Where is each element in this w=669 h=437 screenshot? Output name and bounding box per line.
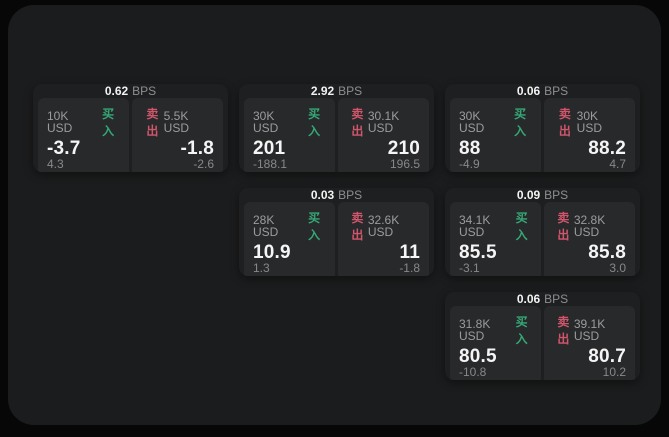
sell-price: 11 <box>399 242 420 263</box>
sell-amount: 30.1K USD <box>367 109 400 135</box>
quote-body: 30K USD 买入 201 -188.1 卖出 30.1K USD 210 1… <box>239 98 434 172</box>
buy-button[interactable]: 买入 <box>511 313 532 347</box>
buy-sub-value: -4.9 <box>459 157 480 171</box>
buy-price: -3.7 <box>47 138 81 159</box>
spread-value: 2.92 <box>310 84 335 98</box>
buy-quote-tile[interactable]: 30K USD 买入 201 -188.1 <box>244 98 335 172</box>
buy-quote-tile[interactable]: 28K USD 买入 10.9 1.3 <box>244 202 335 276</box>
buy-sub-value: -3.1 <box>459 261 480 275</box>
buy-button[interactable]: 买入 <box>508 105 532 139</box>
buy-button[interactable]: 买入 <box>511 209 532 243</box>
sell-button[interactable]: 卖出 <box>347 209 368 243</box>
sell-button[interactable]: 卖出 <box>553 105 577 139</box>
quote-card: 0.09 BPS 34.1K USD 买入 85.5 -3.1 卖出 32.8K… <box>445 188 640 276</box>
buy-quote-tile[interactable]: 34.1K USD 买入 85.5 -3.1 <box>450 202 541 276</box>
quote-body: 31.8K USD 买入 80.5 -10.8 卖出 39.1K USD 80.… <box>445 306 640 380</box>
sell-sub-value: 10.2 <box>602 365 626 379</box>
spread-unit: BPS <box>338 84 363 98</box>
spread-unit: BPS <box>338 188 363 202</box>
buy-sub-value: -10.8 <box>459 365 487 379</box>
sell-sub-value: 196.5 <box>389 157 420 171</box>
buy-button[interactable]: 买入 <box>96 105 120 139</box>
buy-quote-tile[interactable]: 31.8K USD 买入 80.5 -10.8 <box>450 306 541 380</box>
quote-card: 0.06 BPS 31.8K USD 买入 80.5 -10.8 卖出 39.1… <box>445 292 640 380</box>
spread-unit: BPS <box>544 292 569 306</box>
spread-header: 2.92 BPS <box>239 84 434 98</box>
spread-header: 0.06 BPS <box>445 292 640 306</box>
buy-amount: 31.8K USD <box>459 317 491 343</box>
buy-price: 10.9 <box>253 242 291 263</box>
buy-amount: 10K USD <box>47 109 73 135</box>
sell-amount: 39.1K USD <box>573 317 606 343</box>
buy-amount: 30K USD <box>459 109 485 135</box>
sell-sub-value: 3.0 <box>609 261 626 275</box>
sell-sub-value: -2.6 <box>193 157 214 171</box>
buy-quote-tile[interactable]: 30K USD 买入 88 -4.9 <box>450 98 541 172</box>
buy-amount: 30K USD <box>253 109 279 135</box>
buy-button[interactable]: 买入 <box>302 209 326 243</box>
buy-button[interactable]: 买入 <box>302 105 326 139</box>
cards-grid: 0.62 BPS 10K USD 买入 -3.7 4.3 卖出 5.5K USD… <box>33 84 640 380</box>
spread-header: 0.03 BPS <box>239 188 434 202</box>
sell-price: 85.8 <box>588 242 626 263</box>
buy-sub-value: 1.3 <box>253 261 270 275</box>
spread-unit: BPS <box>544 188 569 202</box>
quote-card: 0.62 BPS 10K USD 买入 -3.7 4.3 卖出 5.5K USD… <box>33 84 228 172</box>
sell-amount: 5.5K USD <box>163 109 189 135</box>
sell-price: -1.8 <box>180 138 214 159</box>
sell-price: 210 <box>387 138 420 159</box>
sell-button[interactable]: 卖出 <box>347 105 368 139</box>
spread-value: 0.06 <box>516 292 541 306</box>
quote-body: 10K USD 买入 -3.7 4.3 卖出 5.5K USD -1.8 -2.… <box>33 98 228 172</box>
spread-value: 0.09 <box>516 188 541 202</box>
sell-quote-tile[interactable]: 卖出 32.6K USD 11 -1.8 <box>338 202 429 276</box>
sell-quote-tile[interactable]: 卖出 39.1K USD 80.7 10.2 <box>544 306 635 380</box>
spread-header: 0.09 BPS <box>445 188 640 202</box>
sell-quote-tile[interactable]: 卖出 30K USD 88.2 4.7 <box>544 98 635 172</box>
buy-price: 85.5 <box>459 242 497 263</box>
sell-amount: 30K USD <box>576 109 603 135</box>
quote-card: 0.06 BPS 30K USD 买入 88 -4.9 卖出 30K USD 8… <box>445 84 640 172</box>
sell-quote-tile[interactable]: 卖出 5.5K USD -1.8 -2.6 <box>132 98 223 172</box>
quote-card: 0.03 BPS 28K USD 买入 10.9 1.3 卖出 32.6K US… <box>239 188 434 276</box>
buy-quote-tile[interactable]: 10K USD 买入 -3.7 4.3 <box>38 98 129 172</box>
sell-quote-tile[interactable]: 卖出 32.8K USD 85.8 3.0 <box>544 202 635 276</box>
buy-sub-value: -188.1 <box>253 157 288 171</box>
spread-value: 0.03 <box>310 188 335 202</box>
quotes-panel: 0.62 BPS 10K USD 买入 -3.7 4.3 卖出 5.5K USD… <box>8 5 661 425</box>
sell-quote-tile[interactable]: 卖出 30.1K USD 210 196.5 <box>338 98 429 172</box>
sell-sub-value: -1.8 <box>399 261 420 275</box>
spread-unit: BPS <box>544 84 569 98</box>
sell-button[interactable]: 卖出 <box>553 209 574 243</box>
sell-amount: 32.6K USD <box>367 213 400 239</box>
buy-price: 80.5 <box>459 346 497 367</box>
spread-value: 0.06 <box>516 84 541 98</box>
buy-sub-value: 4.3 <box>47 157 64 171</box>
spread-header: 0.06 BPS <box>445 84 640 98</box>
sell-price: 80.7 <box>588 346 626 367</box>
spread-header: 0.62 BPS <box>33 84 228 98</box>
buy-price: 201 <box>253 138 286 159</box>
buy-amount: 34.1K USD <box>459 213 491 239</box>
spread-value: 0.62 <box>104 84 129 98</box>
sell-sub-value: 4.7 <box>609 157 626 171</box>
buy-amount: 28K USD <box>253 213 279 239</box>
sell-amount: 32.8K USD <box>573 213 606 239</box>
quote-card: 2.92 BPS 30K USD 买入 201 -188.1 卖出 30.1K … <box>239 84 434 172</box>
sell-button[interactable]: 卖出 <box>553 313 574 347</box>
sell-button[interactable]: 卖出 <box>141 105 164 139</box>
sell-price: 88.2 <box>588 138 626 159</box>
quote-body: 30K USD 买入 88 -4.9 卖出 30K USD 88.2 4.7 <box>445 98 640 172</box>
quote-body: 34.1K USD 买入 85.5 -3.1 卖出 32.8K USD 85.8… <box>445 202 640 276</box>
quote-body: 28K USD 买入 10.9 1.3 卖出 32.6K USD 11 -1.8 <box>239 202 434 276</box>
spread-unit: BPS <box>132 84 157 98</box>
buy-price: 88 <box>459 138 481 159</box>
